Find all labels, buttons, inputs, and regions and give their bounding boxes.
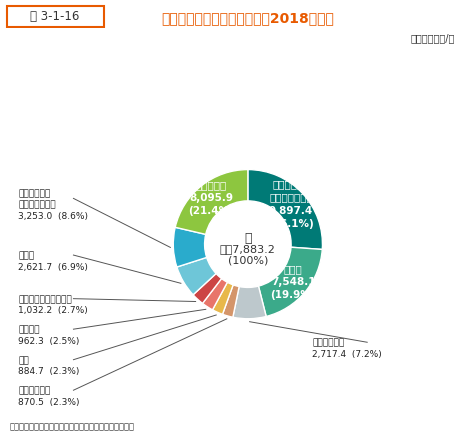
- Text: 計: 計: [244, 232, 252, 245]
- Text: 農業、林業
8,095.9
(21.4%): 農業、林業 8,095.9 (21.4%): [188, 180, 234, 216]
- Wedge shape: [213, 282, 233, 314]
- Text: 単位：万トン/年: 単位：万トン/年: [410, 33, 454, 43]
- Text: 化学工業
962.3  (2.5%): 化学工業 962.3 (2.5%): [18, 326, 80, 346]
- Text: 鉄鋼業
2,621.7  (6.9%): 鉄鋼業 2,621.7 (6.9%): [18, 252, 88, 272]
- Wedge shape: [248, 170, 322, 249]
- Wedge shape: [223, 285, 239, 317]
- Wedge shape: [258, 247, 322, 317]
- Text: 図 3-1-16: 図 3-1-16: [30, 10, 80, 23]
- Text: 建設業
7,548.1
(19.9%): 建設業 7,548.1 (19.9%): [270, 264, 316, 300]
- Text: ３億7,883.2: ３億7,883.2: [220, 245, 276, 254]
- FancyBboxPatch shape: [6, 6, 104, 27]
- Text: 資料：環境省「産業廃棄物排出・処理状況調査報告書」: 資料：環境省「産業廃棄物排出・処理状況調査報告書」: [9, 422, 134, 432]
- Text: 窯業・土石製品製造業
1,032.2  (2.7%): 窯業・土石製品製造業 1,032.2 (2.7%): [18, 295, 88, 315]
- Text: その他の業種
2,717.4  (7.2%): その他の業種 2,717.4 (7.2%): [312, 339, 382, 359]
- Wedge shape: [193, 273, 222, 303]
- Wedge shape: [233, 286, 266, 319]
- Text: 鉱業
884.7  (2.3%): 鉱業 884.7 (2.3%): [18, 356, 80, 376]
- Wedge shape: [175, 170, 248, 235]
- Text: 食料品製造業
870.5  (2.3%): 食料品製造業 870.5 (2.3%): [18, 387, 80, 407]
- Text: (100%): (100%): [228, 255, 268, 266]
- Text: 電気・ガス・
熱供給・水道業
9,897.4
(26.1%): 電気・ガス・ 熱供給・水道業 9,897.4 (26.1%): [268, 179, 314, 229]
- Text: パルプ・紙・
紙加工品製造業
3,253.0  (8.6%): パルプ・紙・ 紙加工品製造業 3,253.0 (8.6%): [18, 189, 89, 221]
- Text: 産業廃棄物の業種別排出量（2018年度）: 産業廃棄物の業種別排出量（2018年度）: [162, 11, 334, 25]
- Wedge shape: [202, 279, 227, 310]
- Wedge shape: [173, 227, 207, 267]
- Wedge shape: [177, 257, 216, 295]
